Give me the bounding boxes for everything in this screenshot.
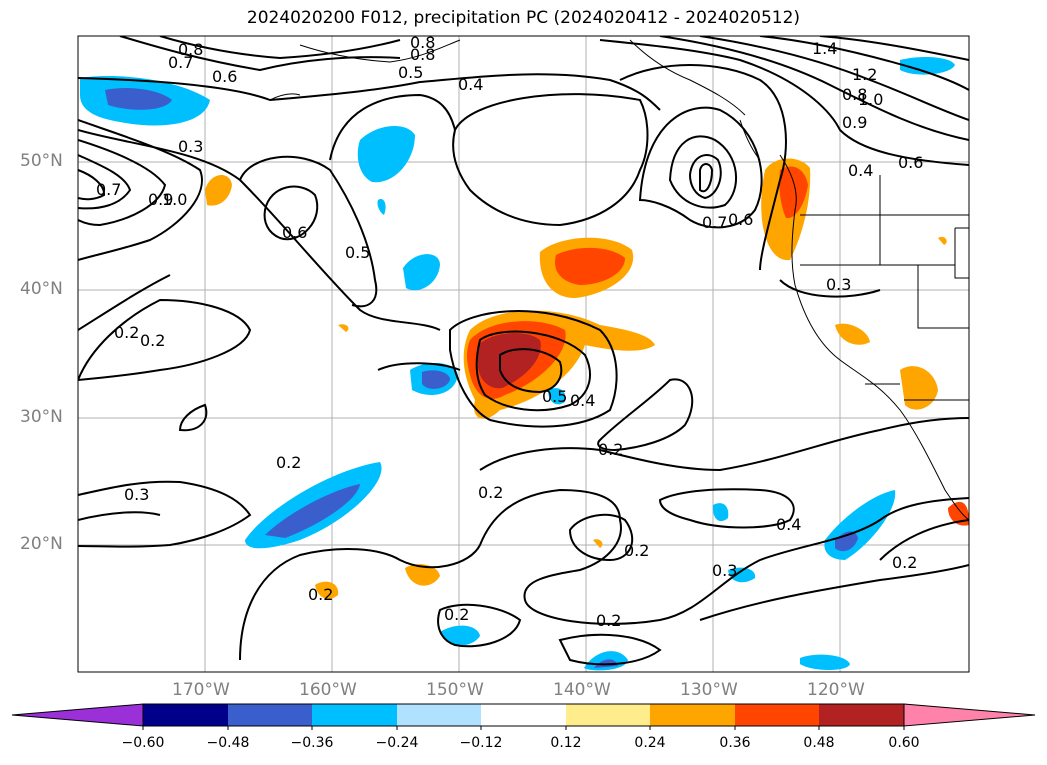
contour-label: 1.2 <box>852 65 877 84</box>
contour-label: 0.5 <box>542 387 567 406</box>
colorbar <box>11 703 1036 730</box>
colorbar-tick-label: 0.12 <box>550 735 582 751</box>
colorbar-segment <box>481 704 566 726</box>
contour-label: 0.8 <box>178 40 203 59</box>
contour-label: 0.2 <box>478 483 503 502</box>
lat-label: 30°N <box>20 407 63 427</box>
lon-label: 160°W <box>299 680 357 700</box>
contour-label: 0.2 <box>140 331 165 350</box>
colorbar-segment <box>566 704 650 726</box>
colorbar-extend-high <box>903 703 1036 727</box>
contour-label: 0.4 <box>776 515 801 534</box>
lat-label: 40°N <box>20 279 63 299</box>
colorbar-tick-label: −0.24 <box>375 735 419 751</box>
map-frame <box>77 35 970 673</box>
contour-label: 0.7 <box>168 53 193 72</box>
contour-label: 0.7 <box>96 180 121 199</box>
contour-label: 0.9 <box>148 190 173 209</box>
contour-label: 0.3 <box>712 561 737 580</box>
colorbar-segment <box>735 704 819 726</box>
colorbar-tick-label: −0.36 <box>290 735 334 751</box>
contour-label: 0.9 <box>842 113 867 132</box>
contour-label: 1.0 <box>162 190 187 209</box>
lon-label: 150°W <box>426 680 484 700</box>
colorbar-segment <box>819 704 904 726</box>
contour-label: 0.5 <box>398 63 423 82</box>
colorbar-tick-label: 0.24 <box>634 735 666 751</box>
colorbar-tick-label: 0.60 <box>888 735 920 751</box>
colorbar-tick-label: −0.48 <box>206 735 250 751</box>
contour-label: 0.4 <box>848 161 873 180</box>
contour-label: 0.4 <box>570 391 595 410</box>
positive-shading <box>205 158 969 599</box>
contour-label: 0.3 <box>124 485 149 504</box>
lon-label: 120°W <box>807 680 865 700</box>
graticule <box>78 36 969 672</box>
contour-label: 0.2 <box>598 440 623 459</box>
colorbar-tick-label: −0.60 <box>121 735 165 751</box>
colorbar-segment <box>650 704 735 726</box>
contour-label: 0.2 <box>308 585 333 604</box>
contour-label: 0.6 <box>282 223 307 242</box>
contour-label: 0.8 <box>410 33 435 52</box>
colorbar-segment <box>397 704 481 726</box>
contour-label: 0.2 <box>624 541 649 560</box>
lon-label: 170°W <box>172 680 230 700</box>
coastlines <box>269 39 969 521</box>
colorbar-segment <box>228 704 312 726</box>
colorbar-extend-low <box>11 703 144 727</box>
lat-label: 20°N <box>20 534 63 554</box>
colorbar-segment <box>312 704 397 726</box>
contour-label: 1.0 <box>858 90 883 109</box>
contour-label: 0.2 <box>892 553 917 572</box>
contour-label: 0.8 <box>410 45 435 64</box>
colorbar-tick-label: 0.48 <box>803 735 835 751</box>
contour-label: 0.7 <box>702 213 727 232</box>
map-title: 2024020200 F012, precipitation PC (20240… <box>246 8 801 28</box>
contour-label: 0.2 <box>276 453 301 472</box>
lon-label: 140°W <box>553 680 611 700</box>
contour-label-group: 0.8 0.7 0.6 0.8 0.8 0.5 0.4 1.4 1.2 1.0 … <box>96 33 923 630</box>
contour-label: 0.4 <box>458 75 483 94</box>
negative-shading <box>80 57 955 671</box>
lat-label: 50°N <box>20 151 63 171</box>
colorbar-tick-label: 0.36 <box>719 735 751 751</box>
contour-lines <box>78 36 969 666</box>
contour-label: 0.8 <box>842 85 867 104</box>
contour-label: 0.2 <box>444 605 469 624</box>
contour-label: 1.4 <box>812 39 837 58</box>
contour-label: 0.3 <box>178 137 203 156</box>
contour-label: 0.2 <box>596 611 621 630</box>
contour-label: 0.6 <box>212 67 237 86</box>
colorbar-tick-label: −0.12 <box>459 735 503 751</box>
contour-label: 0.5 <box>345 243 370 262</box>
contour-label: 0.3 <box>826 275 851 294</box>
lon-label: 130°W <box>680 680 738 700</box>
contour-label: 0.2 <box>114 323 139 342</box>
contour-label: 0.6 <box>898 153 923 172</box>
contour-label: 0.6 <box>728 210 753 229</box>
colorbar-segment <box>143 704 228 726</box>
